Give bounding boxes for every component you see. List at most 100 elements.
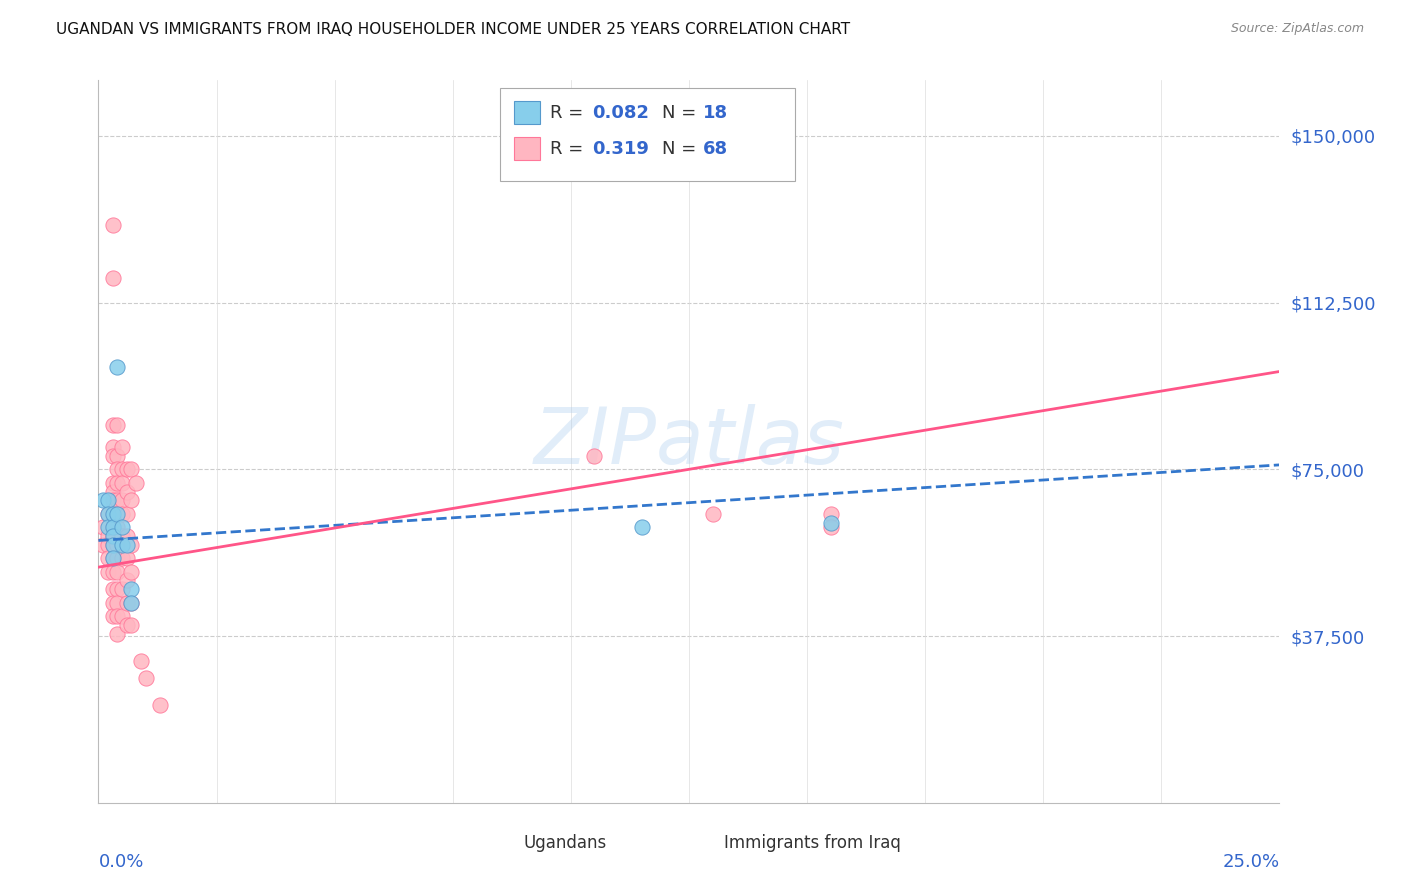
Point xyxy=(97,551,120,566)
Point xyxy=(105,609,128,624)
Point xyxy=(101,551,124,566)
Point xyxy=(101,484,124,499)
Point xyxy=(121,538,143,552)
Text: 68: 68 xyxy=(703,140,728,158)
Point xyxy=(97,520,120,534)
Point xyxy=(101,529,124,543)
FancyBboxPatch shape xyxy=(689,832,714,853)
Point xyxy=(125,475,148,490)
Point xyxy=(105,596,128,610)
Point xyxy=(111,475,134,490)
Point xyxy=(101,538,124,552)
Point xyxy=(105,507,128,521)
Point xyxy=(135,671,157,685)
Point xyxy=(111,582,134,597)
FancyBboxPatch shape xyxy=(488,832,515,853)
Point xyxy=(121,565,143,579)
Point xyxy=(121,493,143,508)
Text: 0.0%: 0.0% xyxy=(98,854,143,871)
Point xyxy=(101,529,124,543)
Point xyxy=(101,538,124,552)
Point xyxy=(105,627,128,641)
Point xyxy=(115,574,138,588)
Point xyxy=(97,565,120,579)
Point xyxy=(115,462,138,476)
Point xyxy=(97,538,120,552)
Point xyxy=(97,507,120,521)
Point xyxy=(111,507,134,521)
Text: 0.082: 0.082 xyxy=(592,103,650,122)
Point xyxy=(121,462,143,476)
Point xyxy=(101,565,124,579)
Point xyxy=(101,551,124,566)
Point xyxy=(101,440,124,454)
Point xyxy=(105,520,128,534)
Point xyxy=(97,507,120,521)
Point xyxy=(115,596,138,610)
Point xyxy=(105,462,128,476)
Point xyxy=(129,653,152,667)
Point xyxy=(105,449,128,463)
FancyBboxPatch shape xyxy=(515,137,540,161)
Point xyxy=(101,520,124,534)
Text: N =: N = xyxy=(662,140,702,158)
Point xyxy=(105,582,128,597)
Point xyxy=(105,565,128,579)
Point xyxy=(111,462,134,476)
Point xyxy=(111,520,134,534)
Text: Ugandans: Ugandans xyxy=(523,833,607,852)
Point xyxy=(115,618,138,632)
Point xyxy=(105,507,128,521)
Point xyxy=(101,609,124,624)
Point xyxy=(91,493,114,508)
Point xyxy=(111,609,134,624)
Point xyxy=(101,475,124,490)
Text: Immigrants from Iraq: Immigrants from Iraq xyxy=(724,833,901,852)
Point xyxy=(101,218,124,232)
Point xyxy=(630,520,652,534)
Point xyxy=(121,582,143,597)
Point xyxy=(105,417,128,432)
Point xyxy=(111,440,134,454)
Point xyxy=(101,271,124,285)
Point xyxy=(101,417,124,432)
Point xyxy=(101,493,124,508)
Text: Source: ZipAtlas.com: Source: ZipAtlas.com xyxy=(1230,22,1364,36)
Point xyxy=(105,475,128,490)
Point xyxy=(105,493,128,508)
Point xyxy=(111,529,134,543)
Point xyxy=(115,507,138,521)
Point xyxy=(111,493,134,508)
Text: ZIPatlas: ZIPatlas xyxy=(533,403,845,480)
Point xyxy=(101,449,124,463)
Point xyxy=(583,449,606,463)
Y-axis label: Householder Income Under 25 years: Householder Income Under 25 years xyxy=(0,301,7,582)
Point xyxy=(121,596,143,610)
Text: R =: R = xyxy=(550,103,589,122)
Text: 18: 18 xyxy=(703,103,728,122)
Point xyxy=(121,596,143,610)
Point xyxy=(820,520,842,534)
Point xyxy=(91,538,114,552)
FancyBboxPatch shape xyxy=(501,87,796,181)
Point xyxy=(91,520,114,534)
Point xyxy=(115,538,138,552)
Point xyxy=(101,520,124,534)
Point xyxy=(105,538,128,552)
Point xyxy=(101,582,124,597)
Point xyxy=(105,360,128,375)
Point xyxy=(97,529,120,543)
Point xyxy=(820,516,842,530)
Point xyxy=(105,551,128,566)
Point xyxy=(101,507,124,521)
Point xyxy=(111,551,134,566)
Point xyxy=(115,529,138,543)
Text: 0.319: 0.319 xyxy=(592,140,650,158)
Point xyxy=(121,618,143,632)
Text: UGANDAN VS IMMIGRANTS FROM IRAQ HOUSEHOLDER INCOME UNDER 25 YEARS CORRELATION CH: UGANDAN VS IMMIGRANTS FROM IRAQ HOUSEHOL… xyxy=(56,22,851,37)
Text: R =: R = xyxy=(550,140,589,158)
Point xyxy=(101,507,124,521)
Point xyxy=(702,507,724,521)
Text: N =: N = xyxy=(662,103,702,122)
Point xyxy=(115,551,138,566)
